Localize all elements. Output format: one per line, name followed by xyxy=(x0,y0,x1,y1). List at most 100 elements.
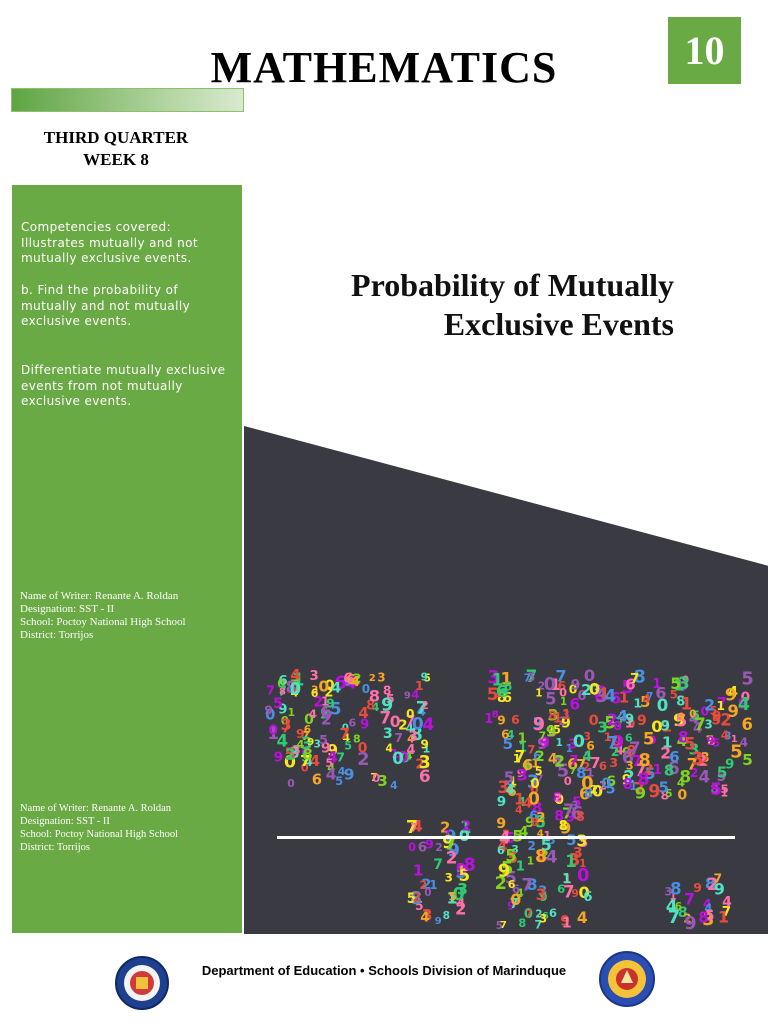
map-digit: 3 xyxy=(408,729,418,745)
competency-3: Differentiate mutually exclusive events … xyxy=(21,363,226,408)
map-digit: 5 xyxy=(335,774,343,788)
map-digit: 9 xyxy=(648,782,660,802)
map-digit: 3 xyxy=(576,831,587,850)
map-digit: 4 xyxy=(677,732,688,750)
map-digit: 4 xyxy=(523,796,532,811)
map-digit: 6 xyxy=(497,844,505,857)
map-digit: 9 xyxy=(307,737,314,748)
map-digit: 6 xyxy=(549,906,557,920)
map-digit: 8 xyxy=(661,788,670,803)
map-digit: 1 xyxy=(717,699,725,713)
map-digit: 5 xyxy=(508,850,518,867)
map-digit: 5 xyxy=(522,762,529,774)
map-digit: 2 xyxy=(683,912,691,926)
writer-school: School: Poctoy National High School xyxy=(20,616,186,628)
map-digit: 9 xyxy=(381,695,393,715)
map-digit: 9 xyxy=(500,686,508,700)
map-digit: 4 xyxy=(417,704,426,720)
map-digit: 1 xyxy=(460,817,472,837)
map-digit: 7 xyxy=(406,818,418,838)
map-digit: 4 xyxy=(703,897,712,911)
map-digit: 4 xyxy=(345,674,357,694)
map-digit: 3 xyxy=(281,715,292,734)
map-digit: 9 xyxy=(456,860,468,879)
map-digit: 3 xyxy=(578,834,588,851)
map-digit: 6 xyxy=(312,771,322,788)
map-digit: 9 xyxy=(498,860,511,881)
map-digit: 8 xyxy=(584,786,593,801)
map-digit: 0 xyxy=(538,850,546,863)
map-digit: 5 xyxy=(325,756,333,770)
map-digit: 9 xyxy=(660,719,670,735)
map-digit: 5 xyxy=(643,729,655,749)
map-digit: 8 xyxy=(678,728,689,747)
map-digit: 6 xyxy=(622,748,634,768)
map-digit: 2 xyxy=(541,849,549,862)
map-digit: 0 xyxy=(544,674,556,695)
map-digit: 7 xyxy=(563,883,575,902)
map-digit: 8 xyxy=(639,750,651,771)
map-digit: 9 xyxy=(425,837,434,852)
map-digit: 6 xyxy=(579,785,590,804)
map-digit: 3 xyxy=(538,884,547,899)
map-digit: 6 xyxy=(667,758,679,779)
map-digit: 0 xyxy=(559,685,567,699)
map-digit: 1 xyxy=(600,687,609,702)
map-digit: 2 xyxy=(528,839,536,853)
map-digit: 6 xyxy=(278,674,287,689)
map-digit: 3 xyxy=(548,705,559,724)
map-digit: 2 xyxy=(435,841,443,854)
map-digit: 5 xyxy=(741,669,753,689)
map-digit: 9 xyxy=(725,757,734,772)
map-digit: 2 xyxy=(696,751,707,770)
map-digit: 6 xyxy=(567,755,578,774)
map-digit: 5 xyxy=(541,836,552,855)
map-digit: 9 xyxy=(571,677,581,693)
map-digit: 1 xyxy=(500,670,512,690)
map-digit: 6 xyxy=(511,713,520,727)
map-digit: 4 xyxy=(372,700,380,714)
map-digit: 2 xyxy=(535,749,545,765)
map-digit: 7 xyxy=(406,714,416,730)
map-digit: 0 xyxy=(611,732,622,750)
map-digit: 5 xyxy=(319,732,328,747)
map-digit: 1 xyxy=(633,696,642,711)
writer-name: Name of Writer: Renante A. Roldan xyxy=(20,590,179,602)
map-digit: 7 xyxy=(300,752,311,770)
map-digit: 8 xyxy=(576,764,586,782)
map-digit: 7 xyxy=(416,698,428,718)
map-digit: 9 xyxy=(566,810,576,826)
map-digit: 6 xyxy=(512,882,520,896)
map-digit: 9 xyxy=(264,703,273,718)
map-digit: 5 xyxy=(645,765,656,783)
map-digit: 0 xyxy=(689,708,696,720)
map-digit: 5 xyxy=(273,696,283,712)
map-digit: 0 xyxy=(265,707,275,724)
map-digit: 8 xyxy=(289,744,300,762)
document-title: MATHEMATICS xyxy=(210,43,558,92)
map-digit: 5 xyxy=(459,865,471,885)
map-digit: 0 xyxy=(408,841,416,854)
map-digit: 9 xyxy=(625,712,635,728)
map-digit: 2 xyxy=(398,718,407,734)
map-digit: 1 xyxy=(653,762,662,778)
map-digit: 7 xyxy=(687,755,698,774)
map-digit: 2 xyxy=(369,673,376,684)
map-digit: 6 xyxy=(669,748,680,766)
map-digit: 1 xyxy=(267,724,279,743)
map-digit: 2 xyxy=(554,751,565,770)
map-digit: 6 xyxy=(569,696,580,714)
map-digit: 0 xyxy=(390,713,401,731)
map-digit: 3 xyxy=(704,717,712,731)
map-digit: 8 xyxy=(548,708,556,722)
map-digit: 0 xyxy=(678,679,687,695)
map-digit: 9 xyxy=(622,746,632,762)
map-digit: 5 xyxy=(606,781,616,797)
map-digit: 0 xyxy=(589,712,599,729)
map-digit: 9 xyxy=(321,739,331,756)
map-digit: 1 xyxy=(543,828,551,842)
map-digit: 9 xyxy=(435,916,442,927)
map-digit: 7 xyxy=(339,725,350,743)
map-digit: 0 xyxy=(277,677,285,691)
